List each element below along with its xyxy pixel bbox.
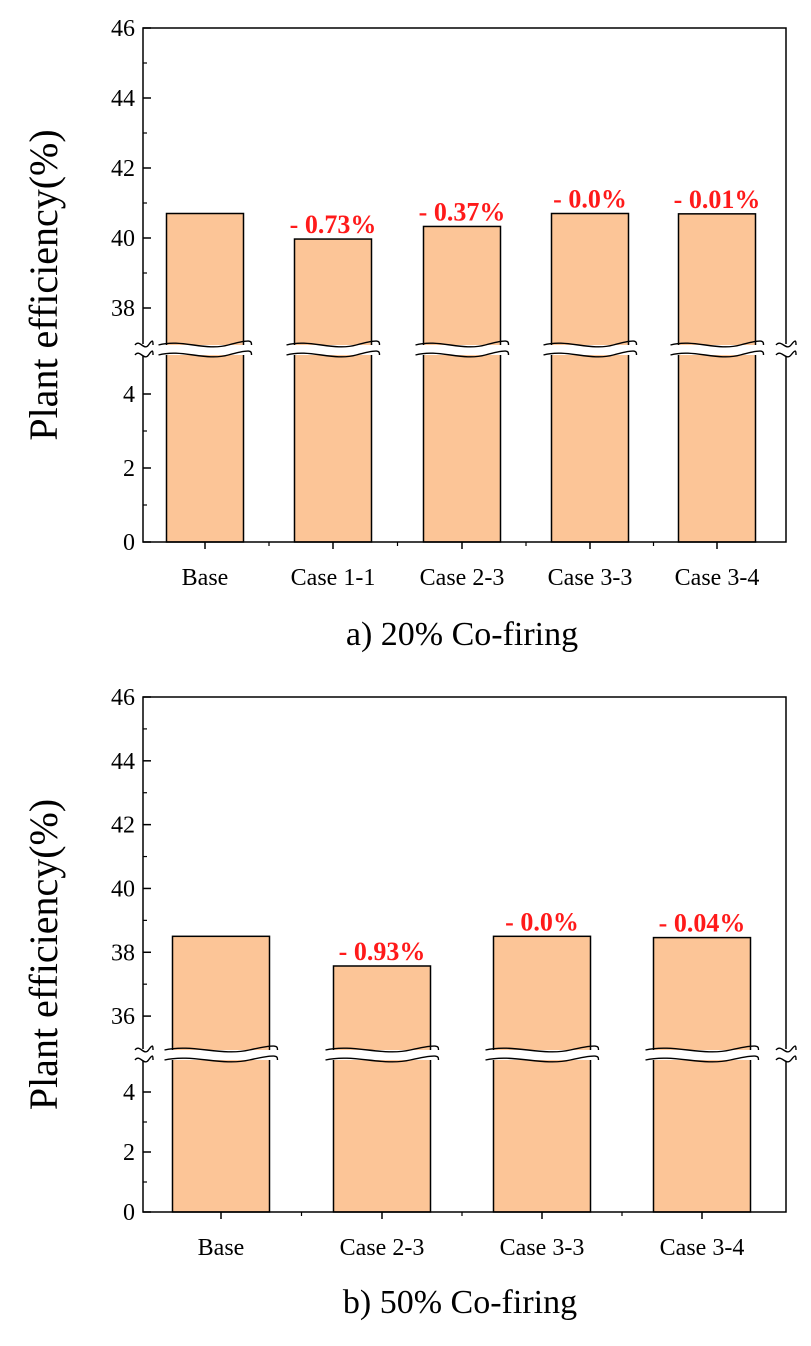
axes-frame-lower	[142, 1061, 787, 1213]
chart-50-percent-cofiring: 36 38 40 42 44 46 0 2 4 Base Case 2-3 - 0.93% Case 3…	[21, 685, 797, 1321]
break-wave-5-1	[775, 1055, 797, 1063]
category-label: Case 3-4	[660, 1235, 745, 1261]
break-wave-6-1	[775, 350, 797, 358]
category-label: Case 3-4	[675, 565, 760, 591]
ytick-label-44: 44	[111, 86, 135, 112]
axes-frame-upper	[142, 696, 787, 1049]
ytick-label-46: 46	[111, 16, 135, 42]
bar-case-3-4	[652, 936, 752, 1213]
bar-case-3-3	[550, 212, 630, 543]
category-label: Case 3-3	[548, 565, 633, 591]
break-wave-3-0	[415, 340, 510, 348]
ytick-label-4: 4	[123, 1080, 135, 1106]
ytick-label-40: 40	[111, 876, 135, 902]
ytick-label-38: 38	[111, 940, 135, 966]
ytick-label-40: 40	[111, 226, 135, 252]
break-wave-4-0	[543, 340, 638, 348]
axis-break-gap	[135, 345, 796, 355]
break-wave-6-0	[775, 340, 797, 348]
break-wave-0-0	[134, 1045, 154, 1053]
break-wave-2-0	[286, 340, 381, 348]
bar-case-3-3	[492, 935, 592, 1213]
break-wave-1-0	[164, 1045, 279, 1053]
break-wave-1-0	[158, 340, 253, 348]
break-wave-1-1	[164, 1055, 279, 1063]
break-wave-4-1	[543, 350, 638, 358]
bar-base	[171, 935, 271, 1213]
ytick-label-42: 42	[111, 813, 135, 839]
break-wave-0-1	[134, 1055, 154, 1063]
category-label: Base	[198, 1235, 245, 1261]
break-wave-3-1	[485, 1055, 600, 1063]
ytick-label-38: 38	[111, 296, 135, 322]
change-annotation: - 0.0%	[553, 185, 627, 214]
bar-case-2-3	[422, 225, 502, 543]
y-axis-label: Plant efficiency(%)	[21, 799, 66, 1110]
change-annotation: - 0.37%	[419, 197, 506, 226]
ytick-label-0: 0	[123, 530, 135, 556]
break-wave-5-1	[670, 350, 765, 358]
ytick-label-46: 46	[111, 685, 135, 711]
ytick-label-36: 36	[111, 1004, 135, 1030]
bar-base	[165, 212, 245, 543]
break-wave-3-1	[415, 350, 510, 358]
break-wave-0-1	[134, 350, 154, 358]
y-axis-label: Plant efficiency(%)	[21, 129, 66, 440]
axis-break-gap	[135, 1050, 796, 1060]
break-wave-1-1	[158, 350, 253, 358]
break-wave-5-0	[775, 1045, 797, 1053]
break-wave-2-1	[286, 350, 381, 358]
change-annotation: - 0.93%	[339, 937, 426, 966]
category-label: Case 1-1	[291, 565, 376, 591]
change-annotation: - 0.0%	[505, 907, 579, 936]
chart-caption: b) 50% Co-firing	[343, 1284, 577, 1321]
chart-caption: a) 20% Co-firing	[346, 616, 578, 653]
break-wave-5-0	[670, 340, 765, 348]
ytick-label-42: 42	[111, 156, 135, 182]
axes-frame-upper	[142, 27, 787, 344]
ytick-label-2: 2	[123, 456, 135, 482]
break-wave-0-0	[134, 340, 154, 348]
category-label: Case 2-3	[420, 565, 505, 591]
change-annotation: - 0.73%	[290, 210, 377, 239]
bar-case-1-1	[293, 238, 373, 543]
change-annotation: - 0.01%	[674, 185, 761, 214]
break-wave-2-0	[325, 1045, 440, 1053]
category-label: Case 3-3	[500, 1235, 585, 1261]
break-wave-4-0	[645, 1045, 760, 1053]
break-wave-3-0	[485, 1045, 600, 1053]
axes-frame-lower	[142, 356, 787, 543]
bar-case-3-4	[677, 213, 757, 543]
chart-20-percent-cofiring: 38 40 42 44 46 0 2 4 Base Case 1-1 - 0.73% Case 2-3…	[21, 16, 797, 653]
category-label: Base	[182, 565, 229, 591]
bar-case-2-3	[332, 965, 432, 1213]
break-wave-4-1	[645, 1055, 760, 1063]
category-label: Case 2-3	[340, 1235, 425, 1261]
ytick-label-4: 4	[123, 382, 135, 408]
ytick-label-2: 2	[123, 1140, 135, 1166]
ytick-label-0: 0	[123, 1200, 135, 1226]
change-annotation: - 0.04%	[659, 909, 746, 938]
ytick-label-44: 44	[111, 749, 135, 775]
break-wave-2-1	[325, 1055, 440, 1063]
